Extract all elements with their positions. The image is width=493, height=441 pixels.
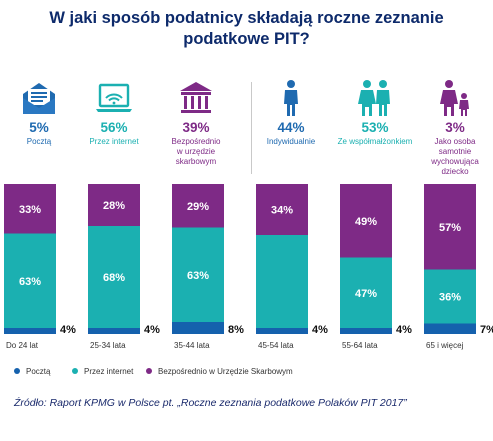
stat-urzad: 39% Bezpośrednio w urzędzie skarbowym: [155, 78, 237, 167]
data-label: 49%: [355, 216, 377, 228]
stat-label-line: Jako osoba: [434, 137, 476, 146]
stat-label-line: dziecko: [441, 167, 469, 176]
data-label: 8%: [228, 324, 244, 336]
stat-label-line: w urzędzie: [176, 147, 216, 156]
stat-label: Przez internet: [73, 137, 155, 147]
stat-samotny-rodzic: 3% Jako osoba samotnie wychowująca dziec…: [414, 78, 493, 177]
data-label: 4%: [60, 324, 76, 336]
x-tick-label: Do 24 lat: [6, 341, 39, 350]
stat-value: 44%: [277, 120, 305, 135]
x-tick-label: 35-44 lata: [174, 341, 210, 350]
stat-label-line: Ze współmałżonkiem: [337, 137, 413, 146]
bar-segment: [88, 328, 140, 334]
data-label: 4%: [312, 324, 328, 336]
bar-segment: [340, 257, 392, 328]
data-label: 57%: [439, 222, 461, 234]
legend-item-poczta: Pocztą: [14, 367, 50, 376]
data-label: 4%: [396, 324, 412, 336]
stat-value: 56%: [100, 120, 128, 135]
laptop-wifi-icon: [96, 83, 132, 112]
bar-segment: [424, 184, 476, 270]
stat-indywidualnie: 44% Indywidualnie: [250, 78, 332, 147]
stat-label-line: Bezpośrednio: [171, 137, 221, 146]
data-label: 29%: [187, 201, 209, 213]
stat-label: Pocztą: [0, 137, 80, 147]
page-title: W jaki sposób podatnicy składają roczne …: [0, 8, 493, 50]
stat-wspolmalzonek: 53% Ze współmałżonkiem: [334, 78, 416, 147]
x-tick-label: 45-54 lata: [258, 341, 294, 350]
data-label: 68%: [103, 272, 125, 284]
title-line-1: W jaki sposób podatnicy składają roczne …: [49, 9, 444, 27]
single-person-icon: [284, 80, 298, 116]
bar-segment: [172, 184, 224, 228]
parent-child-icon: [440, 80, 469, 116]
couple-icon: [358, 80, 390, 116]
bar-segment: [4, 184, 56, 234]
bar-segment: [256, 184, 308, 235]
legend-dot: [72, 367, 78, 374]
tax-office-building-icon: [180, 82, 212, 113]
data-label: 63%: [187, 270, 209, 282]
data-label: 34%: [271, 205, 293, 217]
data-label: 63%: [19, 276, 41, 288]
bar-segment: [4, 233, 56, 328]
data-label: 47%: [355, 288, 377, 300]
x-tick-label: 55-64 lata: [342, 341, 378, 350]
data-label: 36%: [439, 292, 461, 304]
chart-legend: Pocztą Przez internet Bezpośrednio w Urz…: [0, 367, 493, 379]
stat-label-line: Indywidualnie: [266, 137, 316, 146]
stat-value: 39%: [182, 120, 210, 135]
stat-value: 3%: [445, 120, 465, 135]
legend-item-internet: Przez internet: [72, 367, 133, 376]
envelope-icon: [23, 83, 55, 114]
stacked-bar-chart: 4% 63% 33% Do 24 lat 4% 68% 28% 25-34 lata 8% 63%…: [4, 184, 493, 350]
stat-label-line: Pocztą: [26, 137, 52, 146]
legend-label: Pocztą: [26, 367, 51, 376]
bar-segment: [88, 184, 140, 226]
legend-label: Bezpośrednio w Urzędzie Skarbowym: [158, 367, 293, 376]
legend-dot: [146, 367, 152, 374]
stat-label: Indywidualnie: [250, 137, 332, 147]
data-label: 28%: [103, 200, 125, 212]
bar-segment: [340, 184, 392, 258]
stat-value: 53%: [361, 120, 389, 135]
legend-dot: [14, 367, 20, 374]
data-label: 7%: [480, 324, 493, 336]
legend-label: Przez internet: [84, 367, 134, 376]
x-tick-label: 25-34 lata: [90, 341, 126, 350]
bar-segment: [424, 323, 476, 334]
stat-value: 5%: [29, 120, 49, 135]
legend-item-urzad: Bezpośrednio w Urzędzie Skarbowym: [146, 367, 293, 376]
stat-label-line: samotnie: [438, 147, 472, 156]
stat-internet: 56% Przez internet: [73, 78, 155, 147]
x-tick-label: 65 i więcej: [426, 341, 464, 350]
stat-label: Bezpośrednio w urzędzie skarbowym: [155, 137, 237, 167]
stat-poczta: 5% Pocztą: [0, 78, 80, 147]
bar-segment: [256, 328, 308, 334]
data-label: 4%: [144, 324, 160, 336]
bar-segment: [256, 235, 308, 328]
stat-label: Ze współmałżonkiem: [334, 137, 416, 147]
bar-segment: [172, 322, 224, 334]
stat-label-line: Przez internet: [89, 137, 139, 146]
source-note: Źródło: Raport KPMG w Polsce pt. „Roczne…: [14, 397, 407, 409]
bar-segment: [424, 269, 476, 324]
stat-label-line: skarbowym: [175, 157, 217, 166]
bar-segment: [340, 328, 392, 334]
bar-segment: [88, 226, 140, 328]
title-line-2: podatkowe PIT?: [183, 30, 310, 48]
stat-label-line: wychowująca: [431, 157, 479, 166]
stat-label: Jako osoba samotnie wychowująca dziecko: [414, 137, 493, 177]
data-label: 33%: [19, 204, 41, 216]
bar-segment: [4, 328, 56, 334]
bar-segment: [172, 227, 224, 322]
section-divider: [251, 82, 252, 174]
